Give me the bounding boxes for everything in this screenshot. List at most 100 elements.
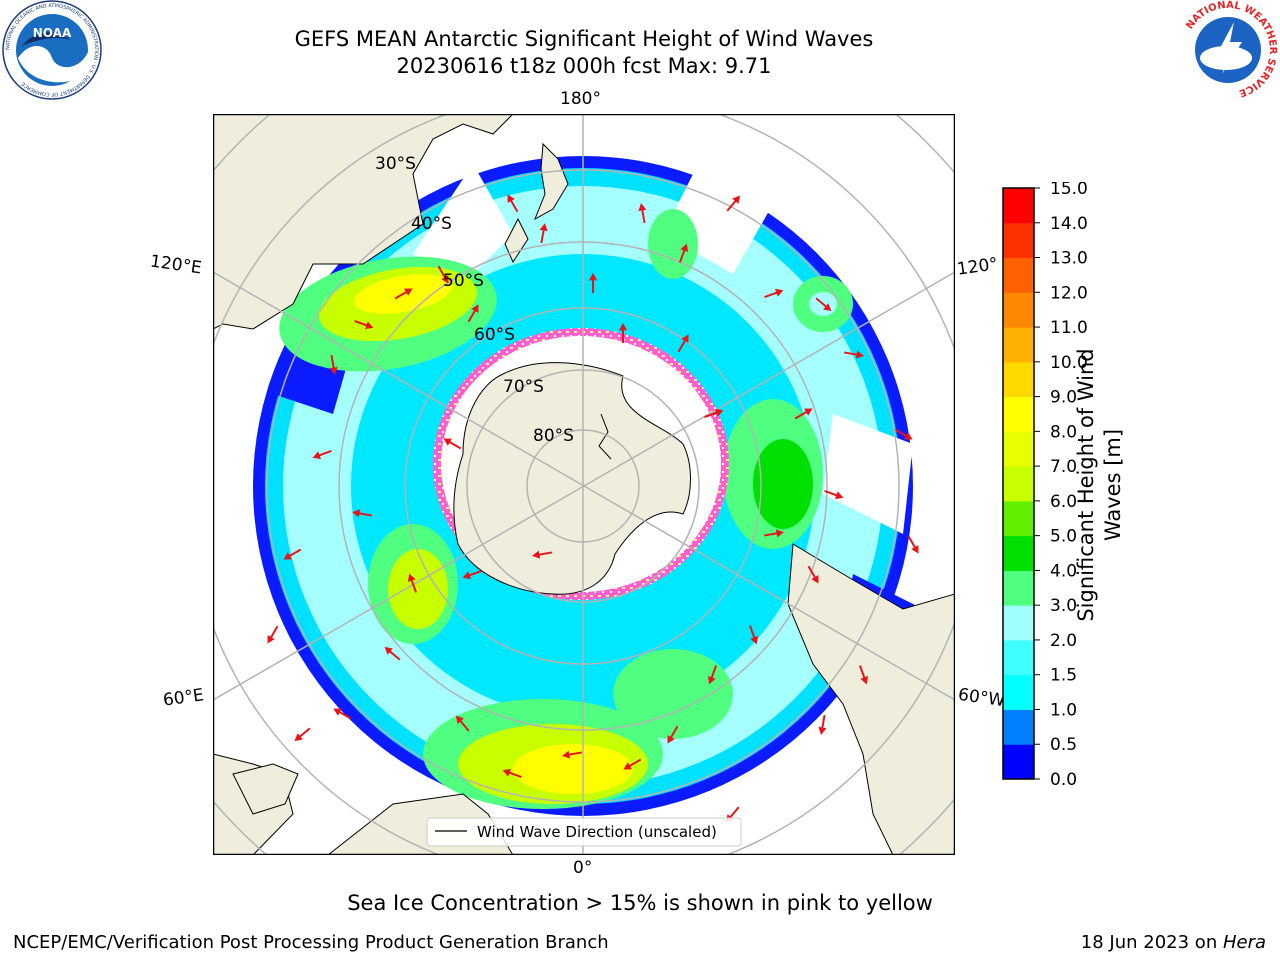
colorbar-tick-label: 3.0 bbox=[1050, 596, 1077, 616]
lat-label-70s: 70°S bbox=[503, 377, 544, 397]
wave-direction-arrowhead bbox=[623, 762, 632, 770]
wave-direction-arrowhead bbox=[283, 552, 292, 560]
colorbar-tick-label: 7.0 bbox=[1050, 457, 1077, 477]
colorbar-tick-label: 14.0 bbox=[1050, 214, 1088, 234]
map-legend: Wind Wave Direction (unscaled) bbox=[426, 817, 742, 847]
wave-direction-arrowhead bbox=[471, 304, 479, 313]
wave-direction-arrowhead bbox=[507, 194, 515, 203]
colorbar-swatch bbox=[1003, 500, 1034, 537]
wave-direction-arrowhead bbox=[441, 275, 449, 284]
colorbar-swatch bbox=[1003, 327, 1034, 363]
chart-title-line2: 20230616 t18z 000h fcst Max: 9.71 bbox=[396, 54, 772, 78]
colorbar-swatch bbox=[1003, 744, 1034, 780]
wave-direction-arrowhead bbox=[267, 635, 275, 644]
colorbar: 0.0 0.5 1.0 1.5 2.0 3.0 4.0 5.0 6.0 7.0 8.0 9.0 10.0… bbox=[1002, 182, 1088, 790]
colorbar-swatch bbox=[1003, 431, 1034, 467]
colorbar-tick-label: 12.0 bbox=[1050, 283, 1088, 303]
colorbar-tick-label: 0.5 bbox=[1050, 735, 1077, 755]
wave-direction-arrowhead bbox=[680, 243, 689, 253]
wave-direction-arrowhead bbox=[539, 223, 548, 232]
nws-logo-icon: NATIONAL WEATHER SERVICE bbox=[1181, 0, 1278, 98]
wave-direction-arrowhead bbox=[707, 675, 716, 685]
wave-direction-arrowhead bbox=[404, 288, 413, 296]
colorbar-swatch bbox=[1003, 535, 1034, 571]
wave-direction-arrowhead bbox=[352, 509, 361, 518]
wave-direction-arrowhead bbox=[407, 573, 416, 583]
colorbar-swatch bbox=[1003, 188, 1034, 224]
colorbar-swatch bbox=[1003, 709, 1034, 745]
sea-ice-note: Sea Ice Concentration > 15% is shown in … bbox=[347, 891, 933, 915]
colorbar-swatch bbox=[1003, 361, 1034, 398]
wave-direction-arrowhead bbox=[562, 750, 571, 759]
lon-label-lower-left: 60°E bbox=[161, 685, 206, 711]
wave-direction-arrowhead bbox=[667, 735, 675, 744]
wave-direction-arrowhead bbox=[860, 675, 869, 685]
lon-label-upper-right: 120° bbox=[955, 254, 1000, 280]
wave-direction-arrowhead bbox=[811, 575, 819, 584]
wave-direction-arrowhead bbox=[855, 350, 864, 359]
colorbar-tick-label: 1.5 bbox=[1050, 666, 1077, 686]
wave-maxima bbox=[279, 209, 853, 809]
wave-direction-arrowhead bbox=[618, 322, 628, 331]
lon-label-bottom: 0° bbox=[573, 858, 593, 878]
wave-direction-arrowhead bbox=[502, 768, 512, 777]
polar-map: 30°S 40°S 50°S 60°S 70°S 80°S Wind Wave … bbox=[213, 114, 955, 855]
wave-direction-arrowhead bbox=[834, 491, 844, 500]
colorbar-tick-label: 1.0 bbox=[1050, 700, 1077, 720]
wave-direction-arrowhead bbox=[911, 545, 919, 554]
colorbar-tick-label: 6.0 bbox=[1050, 492, 1077, 512]
wave-direction-arrowhead bbox=[681, 334, 689, 343]
wave-direction-arrowhead bbox=[750, 635, 759, 645]
colorbar-tick-label: 0.0 bbox=[1050, 770, 1077, 790]
svg-text:NOAA: NOAA bbox=[33, 26, 72, 40]
lon-label-upper-left: 120°E bbox=[148, 251, 203, 279]
colorbar-tick-label: 8.0 bbox=[1050, 422, 1077, 442]
lat-label-60s: 60°S bbox=[474, 325, 515, 345]
wave-direction-arrowhead bbox=[455, 715, 464, 724]
colorbar-tick-label: 5.0 bbox=[1050, 527, 1077, 547]
lat-label-50s: 50°S bbox=[443, 271, 484, 291]
lat-label-80s: 80°S bbox=[533, 426, 574, 446]
wave-direction-arrowhead bbox=[364, 321, 374, 330]
graticule bbox=[213, 114, 955, 855]
wave-direction-arrowhead bbox=[532, 550, 541, 559]
wave-direction-arrowhead bbox=[333, 708, 342, 716]
wave-direction-arrowhead bbox=[384, 646, 393, 655]
lat-label-40s: 40°S bbox=[411, 214, 452, 234]
colorbar-tick-label: 9.0 bbox=[1050, 388, 1077, 408]
colorbar-label-line1: Significant Height of Wind bbox=[1074, 348, 1098, 622]
colorbar-frame bbox=[1002, 187, 1035, 780]
noaa-logo-icon: NOAA NATIONAL OCEANIC AND ATMOSPHERIC AD… bbox=[2, 0, 102, 100]
colorbar-tick-label: 4.0 bbox=[1050, 561, 1077, 581]
colorbar-tick-label: 2.0 bbox=[1050, 631, 1077, 651]
wave-direction-arrowhead bbox=[329, 366, 338, 375]
lon-label-top: 180° bbox=[560, 89, 601, 109]
wave-direction-arrowhead bbox=[818, 726, 827, 735]
wave-direction-arrowhead bbox=[462, 571, 472, 580]
wave-direction-arrowhead bbox=[638, 203, 647, 212]
chart-title-line1: GEFS MEAN Antarctic Significant Height o… bbox=[294, 27, 874, 51]
colorbar-swatch bbox=[1003, 639, 1034, 676]
wave-direction-arrowhead bbox=[904, 432, 913, 440]
wave-direction-arrowhead bbox=[294, 733, 303, 742]
footer-date: 18 Jun 2023 on bbox=[1080, 932, 1223, 953]
footer-machine: Hera bbox=[1222, 932, 1266, 953]
colorbar-tick-label: 13.0 bbox=[1050, 249, 1088, 269]
colorbar-swatch bbox=[1003, 257, 1034, 293]
wave-direction-arrowhead bbox=[714, 408, 724, 417]
colorbar-swatch bbox=[1003, 292, 1034, 328]
wave-direction-arrowhead bbox=[804, 408, 813, 416]
latitude-labels: 30°S 40°S 50°S 60°S 70°S 80°S bbox=[375, 154, 574, 446]
colorbar-swatch bbox=[1003, 570, 1034, 606]
wave-direction-arrowhead bbox=[443, 438, 452, 446]
wave-direction-arrowhead bbox=[775, 529, 784, 538]
colorbar-swatch bbox=[1003, 222, 1034, 259]
colorbar-swatch bbox=[1003, 605, 1034, 641]
colorbar-swatch bbox=[1003, 674, 1034, 710]
lon-label-lower-right: 60°W bbox=[956, 684, 1007, 712]
footer-right: 18 Jun 2023 on Hera bbox=[1081, 932, 1266, 953]
wave-direction-arrowhead bbox=[588, 272, 598, 281]
colorbar-label-line2: Waves [m] bbox=[1101, 428, 1125, 542]
colorbar-swatch bbox=[1003, 466, 1034, 502]
colorbar-swatch bbox=[1003, 396, 1034, 432]
